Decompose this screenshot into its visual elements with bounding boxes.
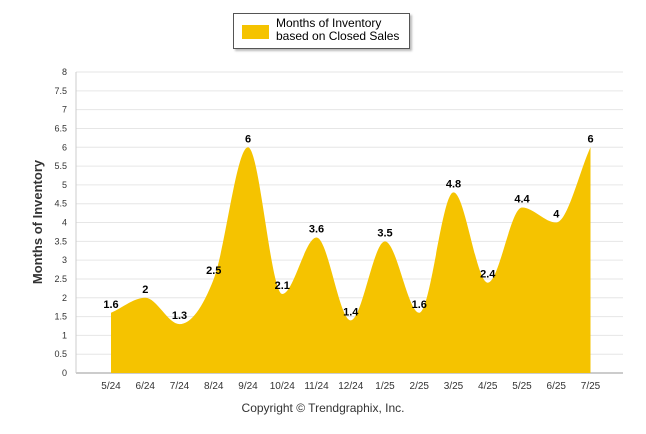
x-axis-ticks: 5/24 6/24 7/24 8/24 9/24 10/24 11/24 12/24 1/25 2…	[101, 381, 600, 392]
x-tick-label: 1/25	[375, 381, 395, 392]
copyright-credit: Copyright © Trendgraphix, Inc.	[241, 401, 405, 415]
data-label: 3.6	[309, 224, 324, 236]
x-tick-label: 12/24	[338, 381, 363, 392]
data-label: 2.1	[275, 280, 290, 292]
data-label: 4.4	[514, 193, 530, 205]
x-tick-label: 4/25	[478, 381, 498, 392]
y-tick-label: 1.5	[54, 312, 67, 322]
x-tick-label: 5/25	[512, 381, 532, 392]
x-tick-label: 11/24	[304, 381, 329, 392]
data-label: 6	[587, 133, 593, 145]
y-tick-label: 2	[62, 293, 67, 303]
y-tick-label: 5	[62, 180, 67, 190]
y-tick-label: 6.5	[54, 123, 67, 133]
x-tick-label: 8/24	[204, 381, 224, 392]
data-label: 2.4	[480, 269, 496, 281]
x-tick-label: 6/25	[547, 381, 567, 392]
legend: Months of Inventory based on Closed Sale…	[233, 13, 410, 49]
data-label: 1.6	[412, 299, 427, 311]
data-label: 3.5	[377, 227, 392, 239]
data-labels-group: 1.6 2 1.3 2.5 6 2.1 3.6 1.4 3.5 1.6 4.8 2.4 4.4 4 6	[103, 133, 593, 322]
legend-swatch	[242, 25, 269, 39]
legend-label: Months of Inventory based on Closed Sale…	[276, 16, 400, 43]
data-label: 1.6	[103, 299, 118, 311]
y-tick-label: 0	[62, 368, 67, 378]
series-area-group	[111, 147, 591, 373]
y-tick-label: 6	[62, 142, 67, 152]
data-label: 6	[245, 133, 251, 145]
x-tick-label: 2/25	[410, 381, 430, 392]
x-tick-label: 7/25	[581, 381, 601, 392]
y-axis-ticks: 0 0.5 1 1.5 2 2.5 3 3.5 4 4.5 5 5.5 6 6.5 7 7.5 8	[54, 67, 67, 378]
y-tick-label: 5.5	[54, 161, 67, 171]
y-tick-label: 7	[62, 105, 67, 115]
y-tick-label: 3	[62, 255, 67, 265]
y-tick-label: 4	[62, 218, 67, 228]
series-area	[111, 147, 591, 373]
x-tick-label: 5/24	[101, 381, 121, 392]
data-label: 4.8	[446, 178, 461, 190]
y-axis-title: Months of Inventory	[30, 159, 45, 284]
x-tick-label: 3/25	[444, 381, 464, 392]
y-tick-label: 1	[62, 330, 67, 340]
y-tick-label: 8	[62, 67, 67, 77]
gridlines	[75, 71, 623, 374]
y-tick-label: 0.5	[54, 349, 67, 359]
x-tick-label: 6/24	[136, 381, 156, 392]
y-tick-label: 4.5	[54, 199, 67, 209]
data-label: 4	[553, 209, 560, 221]
y-tick-label: 3.5	[54, 236, 67, 246]
y-tick-label: 2.5	[54, 274, 67, 284]
data-label: 1.3	[172, 310, 187, 322]
x-tick-label: 9/24	[238, 381, 258, 392]
y-tick-label: 7.5	[54, 86, 67, 96]
x-tick-label: 10/24	[270, 381, 295, 392]
data-label: 1.4	[343, 306, 359, 318]
data-label: 2	[142, 284, 148, 296]
data-label: 2.5	[206, 265, 221, 277]
x-tick-label: 7/24	[170, 381, 190, 392]
